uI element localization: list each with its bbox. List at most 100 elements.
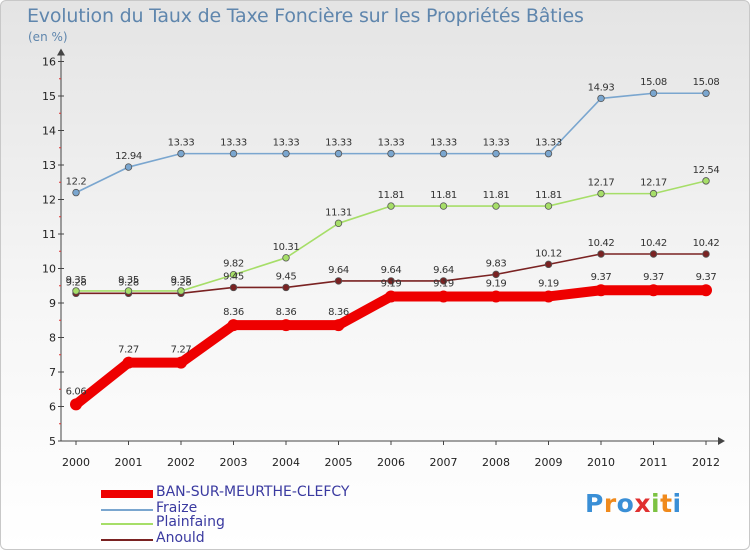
data-point <box>334 219 343 228</box>
series-ban-sur-meurthe-clefcy <box>70 284 712 411</box>
data-point <box>177 287 185 295</box>
data-point <box>124 287 133 295</box>
data-point <box>72 287 80 295</box>
data-point <box>647 284 660 297</box>
data-label: 9.19 <box>381 278 402 289</box>
data-point <box>544 260 553 269</box>
data-point <box>334 149 343 158</box>
data-point <box>700 284 712 297</box>
data-point <box>282 149 290 158</box>
data-point <box>439 149 448 158</box>
data-label: 9.19 <box>486 278 507 289</box>
x-tick-label: 2009 <box>535 456 563 469</box>
data-label: 10.42 <box>693 238 720 249</box>
data-point <box>229 149 238 158</box>
data-label: 12.54 <box>693 165 720 176</box>
data-label: 9.37 <box>643 272 664 283</box>
data-label: 9.35 <box>171 275 192 286</box>
data-label: 13.33 <box>378 138 405 149</box>
data-label: 13.33 <box>168 138 195 149</box>
data-point <box>649 189 658 198</box>
data-label: 9.83 <box>486 258 507 269</box>
y-tick-label: 12 <box>42 194 56 207</box>
data-point <box>70 398 82 411</box>
data-label: 13.33 <box>273 138 300 149</box>
data-point <box>72 188 80 197</box>
data-point <box>597 189 605 198</box>
data-point <box>175 356 187 369</box>
y-tick-label: 8 <box>49 332 56 345</box>
data-label: 15.08 <box>640 77 667 88</box>
proxiti-logo: Proxiti <box>585 489 682 518</box>
chart-title: Evolution du Taux de Taxe Foncière sur l… <box>27 5 584 27</box>
logo-letter: x <box>634 489 651 518</box>
data-label: 9.35 <box>66 275 87 286</box>
data-point <box>122 356 135 369</box>
data-label: 10.42 <box>588 238 615 249</box>
data-label: 12.17 <box>588 178 615 189</box>
data-point <box>702 177 710 185</box>
data-point <box>490 290 502 303</box>
data-point <box>439 277 448 285</box>
logo-letter: t <box>660 489 673 518</box>
data-label: 8.36 <box>223 307 244 318</box>
data-label: 13.33 <box>220 138 247 149</box>
data-point <box>387 202 395 210</box>
data-label: 9.64 <box>328 265 349 276</box>
y-unit-label: (en %) <box>28 30 68 44</box>
x-tick-label: 2001 <box>115 456 143 469</box>
data-label: 11.31 <box>325 207 352 218</box>
data-point <box>282 254 290 262</box>
x-tick-label: 2002 <box>167 456 195 469</box>
data-label: 9.19 <box>433 278 454 289</box>
y-tick-label: 10 <box>42 263 56 276</box>
data-label: 8.36 <box>276 307 297 318</box>
legend-swatch <box>101 539 153 541</box>
data-point <box>332 319 345 332</box>
data-point <box>649 250 658 258</box>
y-tick-label: 15 <box>42 90 56 103</box>
data-label: 7.27 <box>171 345 192 356</box>
data-point <box>387 277 395 285</box>
legend-label: Plainfaing <box>156 514 225 530</box>
data-point <box>492 149 500 158</box>
logo-letter: i <box>672 489 682 518</box>
y-tick-label: 11 <box>42 228 56 241</box>
x-tick-label: 2006 <box>377 456 405 469</box>
data-label: 9.45 <box>276 271 297 282</box>
y-tick-label: 5 <box>49 435 56 448</box>
data-label: 9.37 <box>696 272 717 283</box>
data-label: 10.42 <box>640 238 667 249</box>
data-point <box>229 271 238 279</box>
data-point <box>597 94 605 103</box>
data-point <box>124 163 133 171</box>
legend-swatch <box>101 490 153 498</box>
data-label: 9.19 <box>538 278 559 289</box>
data-point <box>227 319 240 332</box>
data-point <box>439 202 448 210</box>
logo-letter: i <box>651 489 661 518</box>
data-point <box>492 202 500 210</box>
legend-label: Anould <box>156 530 205 546</box>
x-tick-label: 2003 <box>220 456 248 469</box>
data-label: 11.81 <box>378 190 405 201</box>
data-label: 9.64 <box>433 265 454 276</box>
data-label: 12.17 <box>640 178 667 189</box>
x-tick-label: 2007 <box>430 456 458 469</box>
data-point <box>492 270 500 279</box>
x-tick-label: 2005 <box>325 456 353 469</box>
data-label: 6.06 <box>66 386 87 397</box>
data-label: 9.28 <box>66 277 87 288</box>
data-label: 11.81 <box>535 190 562 201</box>
data-point <box>385 290 397 303</box>
data-point <box>649 89 658 97</box>
data-label: 10.31 <box>273 242 300 253</box>
data-point <box>544 149 553 158</box>
data-point <box>595 284 607 297</box>
y-axis-arrow <box>57 48 65 56</box>
data-point <box>544 202 553 210</box>
data-label: 9.45 <box>223 271 244 282</box>
data-label: 13.33 <box>483 138 510 149</box>
